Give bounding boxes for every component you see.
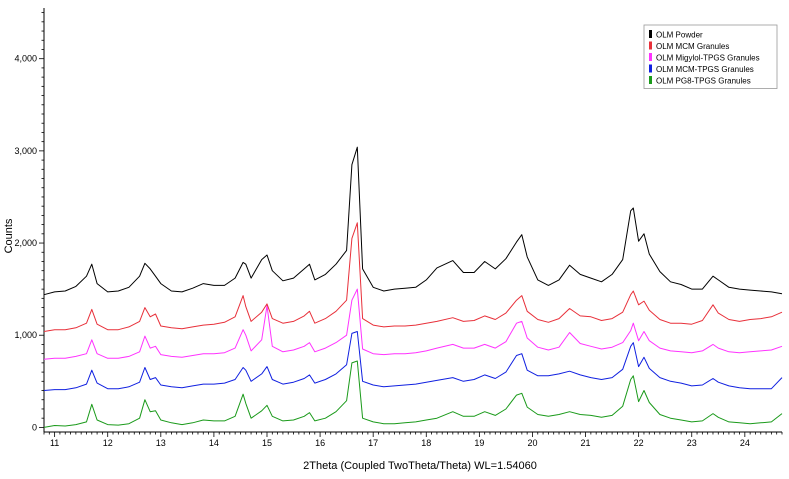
- x-tick-label: 17: [368, 438, 378, 448]
- x-axis: 11 12 13 14 15 16 17 18 19 20 21 22 23 24: [43, 432, 783, 448]
- legend-label: OLM Powder: [656, 31, 703, 40]
- series-line: [43, 222, 783, 332]
- x-tick-label: 13: [156, 438, 166, 448]
- x-tick-label: 12: [103, 438, 113, 448]
- series-line: [43, 146, 783, 296]
- legend-label: OLM Migylol-TPGS Granules: [656, 54, 760, 63]
- y-axis: 0 1,000 2,000 3,000 4,000: [14, 12, 44, 432]
- legend-swatch: [649, 41, 652, 50]
- legend-label: OLM MCM Granules: [656, 42, 729, 51]
- plot-frame: [43, 8, 782, 433]
- series-line: [43, 360, 783, 428]
- legend-box: [643, 24, 778, 89]
- x-tick-label: 23: [687, 438, 697, 448]
- y-tick-label: 4,000: [14, 54, 37, 64]
- legend: OLM Powder OLM MCM Granules OLM Migylol-TP…: [643, 24, 778, 89]
- y-axis-title: Counts: [3, 218, 15, 253]
- series-layer: [43, 146, 783, 428]
- series-line: [43, 288, 783, 360]
- series-line: [43, 331, 783, 391]
- y-tick-label: 1,000: [14, 330, 37, 340]
- x-tick-label: 14: [209, 438, 219, 448]
- x-tick-label: 18: [421, 438, 431, 448]
- x-tick-label: 24: [740, 438, 750, 448]
- legend-swatch: [649, 53, 652, 61]
- legend-label: OLM MCM-TPGS Granules: [656, 65, 754, 74]
- legend-swatch: [649, 64, 652, 73]
- legend-swatch: [649, 30, 652, 38]
- y-tick-label: 0: [32, 422, 37, 432]
- y-tick-label: 3,000: [14, 146, 37, 156]
- x-tick-label: 11: [50, 438, 59, 448]
- x-tick-label: 22: [634, 438, 644, 448]
- x-axis-title: 2Theta (Coupled TwoTheta/Theta) WL=1.540…: [303, 460, 537, 472]
- x-tick-label: 20: [527, 438, 537, 448]
- legend-label: OLM PG8-TPGS Granules: [656, 77, 751, 86]
- y-tick-label: 2,000: [14, 238, 37, 248]
- x-tick-label: 19: [474, 438, 484, 448]
- legend-swatch: [649, 76, 652, 84]
- x-tick-label: 16: [315, 438, 325, 448]
- x-tick-label: 15: [262, 438, 272, 448]
- x-tick-label: 21: [581, 438, 591, 448]
